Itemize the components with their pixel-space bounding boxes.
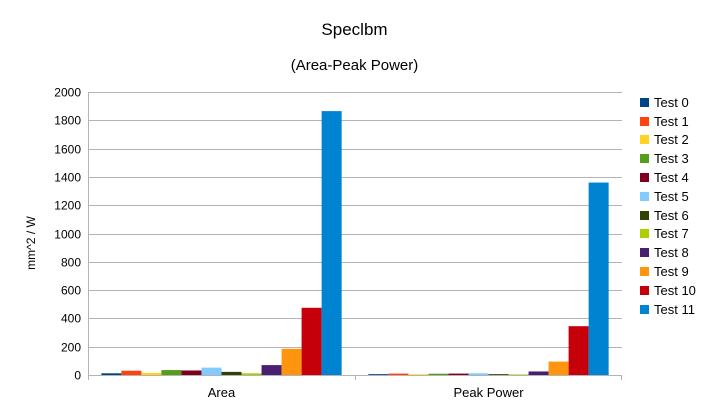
bar-area-test-3 (161, 370, 182, 375)
legend-swatch (640, 97, 649, 107)
bar-area-test-10 (301, 307, 322, 375)
bar-peak-power-test-1 (388, 373, 409, 375)
legend-label: Test 6 (654, 207, 689, 223)
x-tick-label: Peak Power (453, 385, 524, 400)
legend: Test 0 Test 1 Test 2 Test 3 Test 4 Test 5 Test… (640, 93, 696, 319)
bar-peak-power-test-10 (568, 326, 589, 375)
y-tick-label: 2000 (54, 86, 81, 100)
legend-swatch (640, 135, 649, 145)
legend-label: Test 8 (654, 245, 689, 261)
bar-peak-power-test-0 (368, 374, 389, 375)
y-tick-label: 400 (61, 312, 81, 326)
x-tick-label: Area (208, 385, 236, 400)
chart-title: Speclbm (321, 20, 388, 39)
bar-peak-power-test-2 (408, 374, 429, 375)
legend-swatch (640, 229, 649, 239)
legend-swatch (640, 173, 649, 183)
legend-swatch (640, 191, 649, 201)
y-tick-label: 1200 (54, 199, 81, 213)
bar-peak-power-test-7 (508, 374, 529, 375)
y-tick-label: 1000 (54, 228, 81, 242)
bar-area-test-4 (181, 370, 202, 375)
legend-label: Test 4 (654, 170, 689, 186)
legend-label: Test 5 (654, 188, 689, 204)
legend-item: Test 0 (640, 93, 696, 112)
legend-swatch (640, 267, 649, 277)
legend-swatch (640, 304, 649, 314)
legend-label: Test 0 (654, 94, 689, 110)
legend-label: Test 9 (654, 264, 689, 280)
bar-area-test-11 (321, 111, 342, 375)
legend-label: Test 2 (654, 132, 689, 148)
y-tick-label: 1600 (54, 143, 81, 157)
bar-peak-power-test-4 (448, 373, 469, 375)
axes: 0 200 400 600 800 1000 1200 1400 1600 1800 2000 Are… (54, 86, 622, 400)
chart-subtitle: (Area-Peak Power) (290, 57, 419, 74)
bar-area-test-6 (221, 371, 242, 375)
y-tick-label: 800 (61, 256, 81, 270)
bar-area-test-9 (281, 348, 302, 375)
bars (101, 111, 609, 375)
bar-area-test-8 (261, 365, 282, 375)
legend-item: Test 6 (640, 206, 696, 225)
legend-label: Test 1 (654, 113, 689, 129)
legend-swatch (640, 285, 649, 295)
legend-item: Test 8 (640, 243, 696, 262)
legend-item: Test 1 (640, 112, 696, 131)
y-tick-label: 200 (61, 341, 81, 355)
gridlines (88, 92, 622, 376)
legend-item: Test 4 (640, 168, 696, 187)
bar-peak-power-test-11 (588, 182, 609, 375)
bar-peak-power-test-6 (488, 374, 509, 375)
y-tick-label: 1400 (54, 171, 81, 185)
bar-peak-power-test-5 (468, 373, 489, 375)
legend-swatch (640, 248, 649, 258)
legend-item: Test 11 (640, 300, 696, 319)
legend-swatch (640, 210, 649, 220)
legend-item: Test 7 (640, 225, 696, 244)
bar-area-test-1 (121, 370, 142, 375)
y-tick-label: 600 (61, 284, 81, 298)
legend-item: Test 10 (640, 281, 696, 300)
legend-item: Test 3 (640, 149, 696, 168)
bar-peak-power-test-9 (548, 361, 569, 375)
legend-label: Test 7 (654, 226, 689, 242)
legend-label: Test 10 (654, 282, 696, 298)
legend-swatch (640, 116, 649, 126)
legend-item: Test 2 (640, 131, 696, 150)
bar-area-test-2 (141, 372, 162, 375)
bar-area-test-5 (201, 367, 222, 375)
y-tick-label: 1800 (54, 114, 81, 128)
bar-area-test-7 (241, 373, 262, 375)
legend-item: Test 9 (640, 262, 696, 281)
bar-area-test-0 (101, 373, 122, 375)
y-tick-label: 0 (74, 369, 81, 383)
legend-label: Test 11 (654, 301, 695, 317)
legend-label: Test 3 (654, 151, 689, 167)
bar-peak-power-test-8 (528, 371, 549, 375)
legend-swatch (640, 154, 649, 164)
bar-peak-power-test-3 (428, 373, 449, 375)
legend-item: Test 5 (640, 187, 696, 206)
